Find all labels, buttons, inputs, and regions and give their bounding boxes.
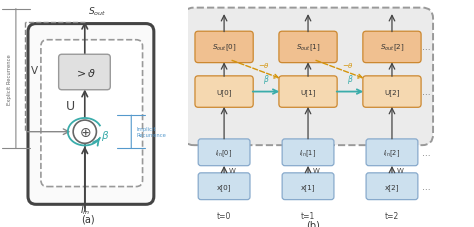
FancyBboxPatch shape: [279, 76, 337, 108]
Text: t=1: t=1: [301, 211, 315, 220]
FancyBboxPatch shape: [366, 173, 418, 200]
Text: $S_{out}$[0]: $S_{out}$[0]: [212, 42, 237, 53]
Text: x[1]: x[1]: [301, 183, 315, 190]
FancyBboxPatch shape: [41, 41, 143, 187]
FancyBboxPatch shape: [282, 173, 334, 200]
Text: $\beta$: $\beta$: [346, 73, 353, 86]
Text: $\beta$: $\beta$: [101, 128, 109, 142]
Text: Explicit Recurrence: Explicit Recurrence: [7, 54, 12, 104]
Text: $\oplus$: $\oplus$: [79, 125, 91, 139]
Text: U: U: [65, 100, 74, 113]
Text: $I_{in}$: $I_{in}$: [80, 203, 90, 216]
FancyBboxPatch shape: [282, 139, 334, 166]
Text: $I_{in}$[1]: $I_{in}$[1]: [300, 147, 317, 158]
FancyBboxPatch shape: [195, 32, 253, 63]
Text: $S_{out}$[1]: $S_{out}$[1]: [296, 42, 320, 53]
Text: $I_{in}$[0]: $I_{in}$[0]: [216, 147, 233, 158]
Text: x[2]: x[2]: [385, 183, 399, 190]
Text: $I_{in}$[2]: $I_{in}$[2]: [383, 147, 401, 158]
Text: W: W: [396, 167, 403, 173]
Text: (b): (b): [307, 219, 320, 227]
Text: $>\vartheta$: $>\vartheta$: [73, 67, 96, 79]
Circle shape: [73, 121, 96, 144]
Text: U[2]: U[2]: [384, 89, 400, 96]
FancyBboxPatch shape: [366, 139, 418, 166]
FancyBboxPatch shape: [195, 76, 253, 108]
Text: W: W: [312, 167, 319, 173]
FancyBboxPatch shape: [363, 32, 421, 63]
FancyBboxPatch shape: [198, 139, 250, 166]
Text: Implicit
Recurrence: Implicit Recurrence: [136, 126, 166, 138]
FancyBboxPatch shape: [28, 25, 154, 204]
Text: ...: ...: [421, 182, 430, 191]
Text: $S_{out}$[2]: $S_{out}$[2]: [380, 42, 404, 53]
Text: U[0]: U[0]: [216, 89, 232, 96]
FancyBboxPatch shape: [59, 55, 110, 90]
Text: t=2: t=2: [385, 211, 399, 220]
FancyBboxPatch shape: [363, 76, 421, 108]
Text: ...: ...: [421, 43, 430, 52]
FancyBboxPatch shape: [183, 9, 433, 146]
Text: W: W: [228, 167, 236, 173]
Text: $-\theta$: $-\theta$: [257, 61, 270, 70]
Text: $\beta$: $\beta$: [263, 73, 269, 86]
Text: ...: ...: [421, 148, 430, 157]
FancyBboxPatch shape: [198, 173, 250, 200]
FancyBboxPatch shape: [279, 32, 337, 63]
Text: U[1]: U[1]: [301, 89, 316, 96]
Text: (a): (a): [81, 214, 94, 224]
Text: $S_{out}$: $S_{out}$: [88, 6, 106, 18]
Text: V: V: [31, 66, 38, 76]
Text: ...: ...: [421, 88, 430, 97]
Text: $-\theta$: $-\theta$: [342, 61, 354, 70]
Text: x[0]: x[0]: [217, 183, 231, 190]
Text: t=0: t=0: [217, 211, 231, 220]
